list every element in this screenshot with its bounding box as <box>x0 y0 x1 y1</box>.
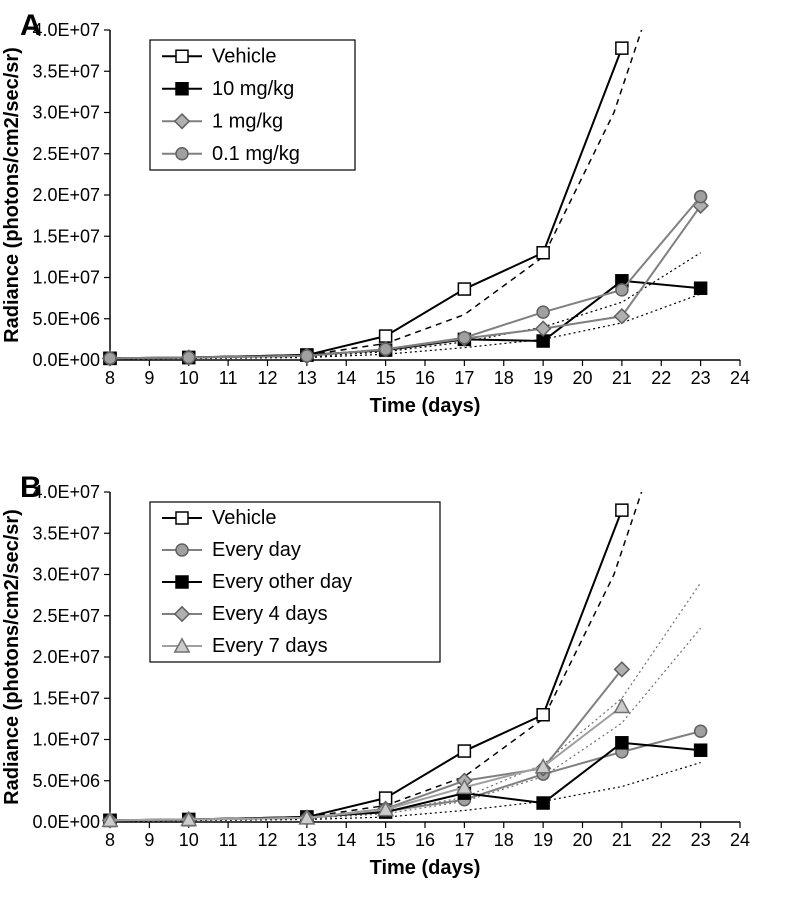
svg-text:0.0E+00: 0.0E+00 <box>32 812 100 832</box>
svg-text:1.5E+07: 1.5E+07 <box>32 226 100 246</box>
svg-text:3.0E+07: 3.0E+07 <box>32 565 100 585</box>
svg-text:5.0E+06: 5.0E+06 <box>32 309 100 329</box>
svg-text:0.0E+00: 0.0E+00 <box>32 350 100 370</box>
svg-text:21: 21 <box>612 368 632 388</box>
svg-text:2.0E+07: 2.0E+07 <box>32 647 100 667</box>
svg-text:3.0E+07: 3.0E+07 <box>32 103 100 123</box>
svg-text:13: 13 <box>297 830 317 850</box>
svg-text:19: 19 <box>533 830 553 850</box>
svg-text:17: 17 <box>454 830 474 850</box>
trend-lower-dotted <box>110 763 701 822</box>
svg-text:21: 21 <box>612 830 632 850</box>
svg-text:10: 10 <box>179 830 199 850</box>
svg-text:22: 22 <box>651 368 671 388</box>
svg-text:20: 20 <box>572 368 592 388</box>
legend-item-label: Vehicle <box>212 507 277 529</box>
svg-text:8: 8 <box>105 368 115 388</box>
svg-text:23: 23 <box>691 830 711 850</box>
svg-text:2.0E+07: 2.0E+07 <box>32 185 100 205</box>
svg-text:16: 16 <box>415 830 435 850</box>
legend-item-label: Every day <box>212 539 301 561</box>
panel-a: A0.0E+005.0E+061.0E+071.5E+072.0E+072.5E… <box>0 0 786 460</box>
legend-item-label: Every 7 days <box>212 635 328 657</box>
legend: Vehicle 10 mg/kg 1 mg/kg 0.1 mg/kg <box>150 40 355 170</box>
svg-text:1.0E+07: 1.0E+07 <box>32 730 100 750</box>
svg-text:15: 15 <box>376 830 396 850</box>
svg-text:Radiance (photons/cm2/sec/sr): Radiance (photons/cm2/sec/sr) <box>1 47 23 343</box>
svg-text:9: 9 <box>144 368 154 388</box>
legend-item-label: Every other day <box>212 571 352 593</box>
svg-text:Time (days): Time (days) <box>370 395 481 417</box>
svg-text:13: 13 <box>297 368 317 388</box>
svg-text:12: 12 <box>257 368 277 388</box>
legend-item-label: Every 4 days <box>212 603 328 625</box>
svg-text:1.0E+07: 1.0E+07 <box>32 268 100 288</box>
svg-text:3.5E+07: 3.5E+07 <box>32 61 100 81</box>
svg-text:17: 17 <box>454 368 474 388</box>
panel-b: B0.0E+005.0E+061.0E+071.5E+072.0E+072.5E… <box>0 462 786 922</box>
figure-page: { "figure": { "width": 786, "height": 92… <box>0 0 786 923</box>
svg-text:4.0E+07: 4.0E+07 <box>32 20 100 40</box>
svg-text:19: 19 <box>533 368 553 388</box>
svg-text:20: 20 <box>572 830 592 850</box>
svg-text:18: 18 <box>494 368 514 388</box>
legend-item-label: 1 mg/kg <box>212 110 283 132</box>
svg-text:8: 8 <box>105 830 115 850</box>
legend-item-label: Vehicle <box>212 45 277 67</box>
svg-text:14: 14 <box>336 830 356 850</box>
svg-text:24: 24 <box>730 368 750 388</box>
svg-text:2.5E+07: 2.5E+07 <box>32 606 100 626</box>
svg-text:1.5E+07: 1.5E+07 <box>32 688 100 708</box>
svg-text:3.5E+07: 3.5E+07 <box>32 523 100 543</box>
svg-text:22: 22 <box>651 830 671 850</box>
svg-text:2.5E+07: 2.5E+07 <box>32 144 100 164</box>
svg-text:4.0E+07: 4.0E+07 <box>32 482 100 502</box>
svg-text:23: 23 <box>691 368 711 388</box>
svg-text:5.0E+06: 5.0E+06 <box>32 771 100 791</box>
legend-item-label: 10 mg/kg <box>212 78 294 100</box>
svg-text:12: 12 <box>257 830 277 850</box>
svg-text:16: 16 <box>415 368 435 388</box>
svg-text:11: 11 <box>219 830 238 850</box>
svg-text:Radiance (photons/cm2/sec/sr): Radiance (photons/cm2/sec/sr) <box>1 509 23 805</box>
svg-text:10: 10 <box>179 368 199 388</box>
trend-treated-upper-trend <box>110 253 701 359</box>
svg-text:24: 24 <box>730 830 750 850</box>
svg-text:15: 15 <box>376 368 396 388</box>
svg-text:Time (days): Time (days) <box>370 857 481 879</box>
svg-text:9: 9 <box>144 830 154 850</box>
legend-item-label: 0.1 mg/kg <box>212 143 300 165</box>
svg-text:18: 18 <box>494 830 514 850</box>
svg-text:14: 14 <box>336 368 356 388</box>
legend: Vehicle Every day Every other day Every 4 d… <box>150 502 440 662</box>
svg-text:11: 11 <box>219 368 238 388</box>
series-Every 7 days <box>103 699 629 826</box>
